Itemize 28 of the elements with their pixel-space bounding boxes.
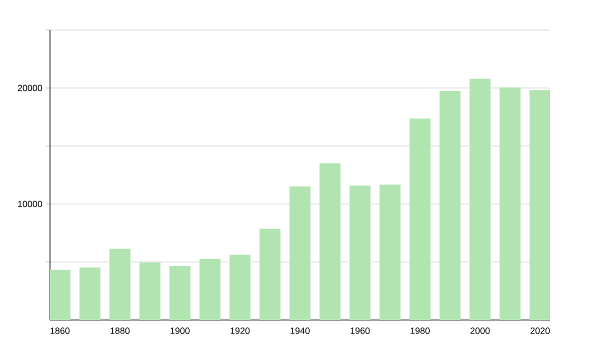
bar [290, 186, 311, 320]
bar [530, 90, 550, 320]
bar [109, 248, 130, 320]
bar [380, 184, 401, 320]
x-tick-label: 1960 [350, 328, 370, 334]
bar [320, 163, 341, 320]
bar [229, 254, 250, 320]
bar [350, 186, 371, 320]
x-tick-label: 2000 [470, 328, 490, 334]
x-tick-label: 1900 [170, 328, 190, 334]
bar [259, 228, 280, 320]
y-tick-label: 20000 [18, 84, 42, 92]
bar [470, 78, 491, 320]
x-tick-label: 1880 [110, 328, 130, 334]
x-tick-label: 1920 [230, 328, 250, 334]
bar [500, 87, 521, 320]
x-tick-label: 1980 [410, 328, 430, 334]
bar [79, 268, 100, 320]
bar [50, 270, 70, 320]
bar [139, 262, 160, 320]
y-tick-label: 10000 [18, 200, 42, 208]
bar [440, 91, 461, 320]
x-tick-label: 1860 [50, 328, 70, 334]
bar [199, 258, 220, 320]
x-tick-label: 1940 [290, 328, 310, 334]
bar [169, 266, 190, 320]
bar [410, 118, 431, 320]
x-tick-label: 2020 [530, 328, 550, 334]
